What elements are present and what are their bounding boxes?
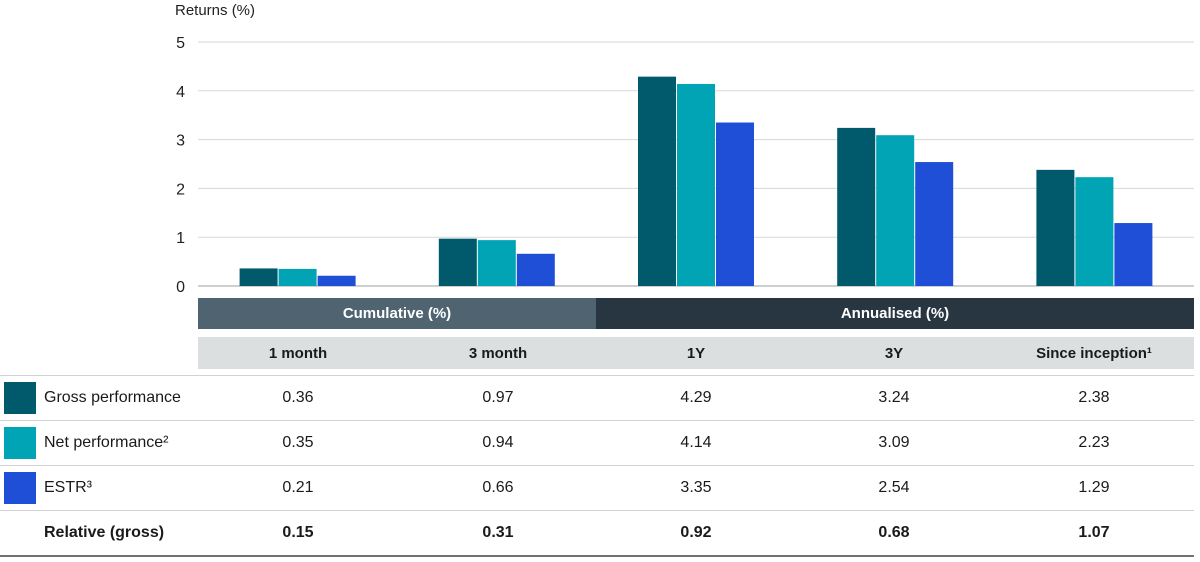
y-tick-label: 0 xyxy=(176,279,185,296)
table-cell: 0.36 xyxy=(282,389,314,406)
column-header-since-inception: Since inception¹ xyxy=(1036,344,1152,362)
bar xyxy=(278,268,317,286)
group-header-cumulative: Cumulative (%) xyxy=(198,298,596,329)
table-cell: 2.38 xyxy=(1078,389,1110,406)
table-cell: 0.35 xyxy=(282,434,314,451)
column-header-3-month: 3 month xyxy=(468,344,528,362)
table-cell: 0.21 xyxy=(282,479,314,496)
column-header-3y: 3Y xyxy=(884,344,904,362)
table-cell: 2.54 xyxy=(878,479,910,496)
row-divider xyxy=(0,375,1194,376)
table-cell: 0.15 xyxy=(282,524,314,541)
table-cell: 4.14 xyxy=(680,434,712,451)
bar xyxy=(716,122,754,287)
bar xyxy=(1114,223,1153,286)
bar xyxy=(317,275,356,286)
bar xyxy=(1075,177,1114,286)
column-header-band xyxy=(198,337,1194,369)
table-bottom-rule xyxy=(0,555,1194,557)
table-cell: 0.68 xyxy=(878,524,910,541)
bar xyxy=(677,83,715,286)
table-cell: 4.29 xyxy=(680,389,712,406)
legend-swatch-net xyxy=(4,427,36,459)
y-tick-label: 4 xyxy=(176,84,185,101)
legend-swatch-estr xyxy=(4,472,36,504)
table-cell: 1.07 xyxy=(1078,524,1110,541)
row-divider xyxy=(0,465,1194,466)
bar xyxy=(876,135,915,286)
legend-swatch-gross xyxy=(4,382,36,414)
bar xyxy=(438,238,477,286)
table-cell: 0.97 xyxy=(482,389,514,406)
bar xyxy=(638,76,676,286)
group-header-annualised: Annualised (%) xyxy=(596,298,1194,329)
table-cell: 0.92 xyxy=(680,524,712,541)
row-divider xyxy=(0,420,1194,421)
y-axis-label: Returns (%) xyxy=(175,2,256,19)
column-header-1y: 1Y xyxy=(686,344,706,362)
bar-chart: 0 1 2 3 4 5 xyxy=(176,35,1194,296)
table-cell: 3.24 xyxy=(878,389,910,406)
table-cell: 3.35 xyxy=(680,479,712,496)
bar xyxy=(915,162,954,286)
bar xyxy=(1036,169,1075,286)
column-header-1-month: 1 month xyxy=(268,344,328,362)
table-cell: 1.29 xyxy=(1078,479,1110,496)
bar xyxy=(516,253,555,286)
table-cell: 3.09 xyxy=(878,434,910,451)
table-cell: 0.94 xyxy=(482,434,514,451)
bar xyxy=(837,127,876,286)
row-label-net: Net performance² xyxy=(44,434,169,451)
table-cell: 2.23 xyxy=(1078,434,1110,451)
table-cell: 0.31 xyxy=(482,524,514,541)
row-label-estr: ESTR³ xyxy=(44,479,92,496)
y-tick-label: 1 xyxy=(176,230,185,247)
bar xyxy=(477,240,516,286)
row-divider xyxy=(0,510,1194,511)
row-label-gross: Gross performance xyxy=(44,389,181,406)
table-cell: 0.66 xyxy=(482,479,514,496)
y-tick-label: 2 xyxy=(176,181,185,198)
y-tick-label: 3 xyxy=(176,133,185,150)
row-label-relative: Relative (gross) xyxy=(44,524,165,541)
bar xyxy=(239,268,278,286)
y-tick-label: 5 xyxy=(176,35,185,52)
